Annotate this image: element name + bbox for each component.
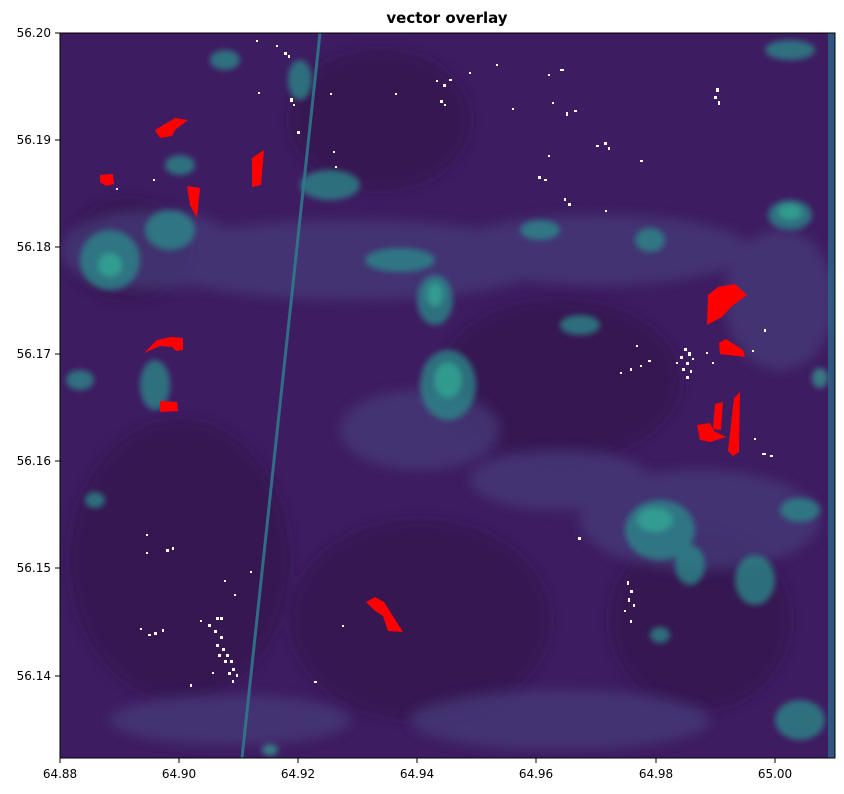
y-tick-label: 56.16 bbox=[17, 454, 51, 468]
x-tick-label: 64.96 bbox=[519, 767, 553, 781]
y-tick-label: 56.19 bbox=[17, 133, 51, 147]
y-tick-label: 56.18 bbox=[17, 240, 51, 254]
x-tick-label: 64.90 bbox=[162, 767, 196, 781]
x-tick-label: 64.98 bbox=[639, 767, 673, 781]
vector-polygon bbox=[100, 174, 114, 186]
vector-polygon bbox=[187, 186, 200, 218]
x-tick-label: 65.00 bbox=[758, 767, 792, 781]
plot-frame bbox=[59, 32, 836, 759]
vector-polygon bbox=[144, 337, 183, 353]
vector-polygon bbox=[713, 402, 723, 430]
y-tick-label: 56.17 bbox=[17, 347, 51, 361]
x-tick-label: 64.92 bbox=[281, 767, 315, 781]
y-tick-label: 56.14 bbox=[17, 669, 51, 683]
vector-polygon bbox=[155, 118, 188, 138]
vector-polygon bbox=[252, 150, 264, 187]
map-title: vector overlay bbox=[386, 9, 507, 27]
vector-polygon bbox=[707, 284, 747, 325]
bright-teal-spots bbox=[98, 204, 828, 756]
vector-polygons bbox=[100, 118, 747, 632]
x-axis: 64.88 64.90 64.92 64.94 64.96 64.98 65.0… bbox=[43, 758, 792, 781]
y-tick-label: 56.20 bbox=[17, 26, 51, 40]
raster-image bbox=[60, 33, 835, 758]
y-axis: 56.20 56.19 56.18 56.17 56.16 56.15 56.1… bbox=[17, 26, 60, 683]
x-tick-label: 64.94 bbox=[400, 767, 434, 781]
vector-polygon bbox=[728, 392, 740, 456]
vector-polygon bbox=[160, 401, 178, 412]
y-tick-label: 56.15 bbox=[17, 561, 51, 575]
x-tick-label: 64.88 bbox=[43, 767, 77, 781]
vector-polygon bbox=[719, 339, 745, 357]
white-speckles bbox=[116, 40, 773, 687]
edge-band bbox=[828, 33, 835, 758]
vector-polygon bbox=[697, 423, 726, 442]
road-line bbox=[240, 33, 322, 758]
vector-polygon bbox=[366, 597, 403, 632]
